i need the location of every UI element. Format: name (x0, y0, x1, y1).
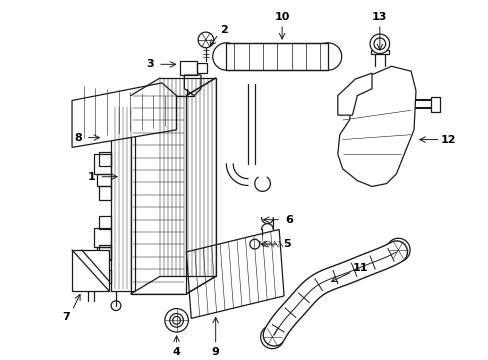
Circle shape (198, 32, 213, 48)
Text: 13: 13 (371, 13, 386, 22)
Circle shape (169, 314, 183, 327)
Polygon shape (72, 250, 109, 291)
Text: 8: 8 (74, 132, 81, 143)
Polygon shape (72, 83, 176, 147)
Text: 10: 10 (274, 13, 289, 22)
Circle shape (314, 43, 341, 70)
Text: 1: 1 (87, 172, 95, 182)
Circle shape (249, 239, 259, 249)
Polygon shape (226, 43, 327, 70)
Polygon shape (179, 62, 197, 75)
Text: 9: 9 (211, 347, 219, 357)
Text: 7: 7 (62, 312, 70, 323)
Text: 11: 11 (352, 262, 367, 273)
Circle shape (369, 34, 389, 54)
Circle shape (164, 309, 188, 332)
Text: 3: 3 (146, 59, 154, 69)
Polygon shape (430, 96, 440, 112)
Circle shape (212, 43, 240, 70)
Polygon shape (337, 73, 371, 115)
Polygon shape (370, 50, 388, 54)
Text: 5: 5 (283, 239, 290, 249)
Text: 12: 12 (440, 135, 455, 145)
Text: 6: 6 (285, 215, 292, 225)
Polygon shape (337, 66, 415, 186)
Polygon shape (186, 229, 284, 318)
Text: 2: 2 (220, 25, 228, 35)
Text: 4: 4 (172, 347, 180, 357)
Circle shape (386, 238, 409, 262)
Circle shape (260, 325, 284, 349)
